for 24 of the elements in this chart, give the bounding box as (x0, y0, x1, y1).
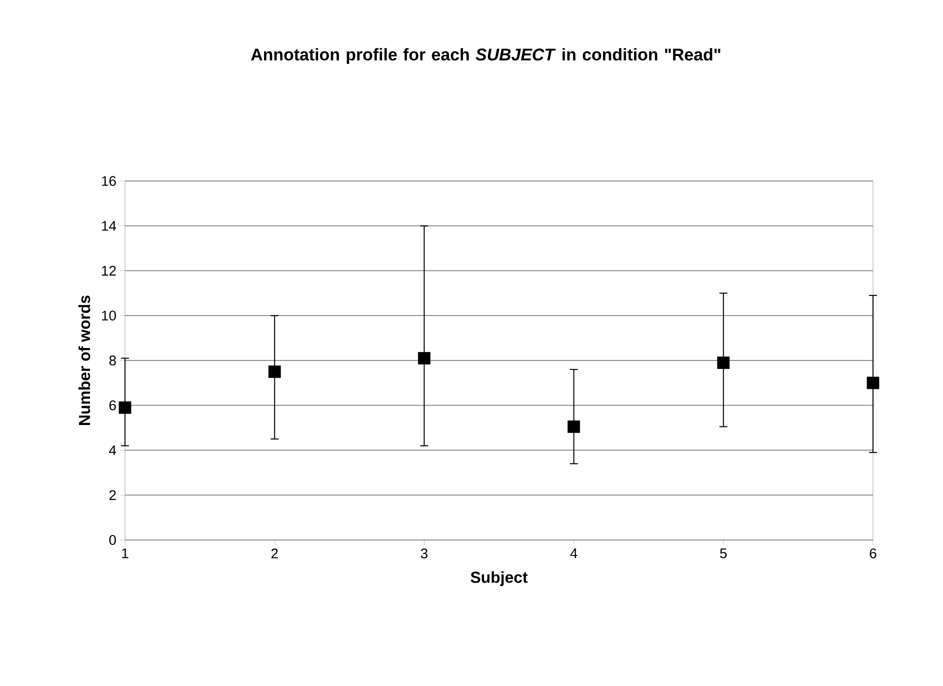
y-axis-title: Number of words (78, 296, 90, 425)
x-axis-title: Subject (470, 571, 528, 586)
point (717, 356, 730, 369)
point (568, 420, 580, 433)
y-tick-label: 6 (109, 400, 116, 410)
chart-title: Annotation profile for each SUBJECT in condition "Read" (251, 48, 720, 64)
x-tick-label: 3 (420, 548, 428, 558)
x-tick-label: 6 (870, 548, 876, 558)
y-tick-label: 0 (109, 535, 116, 545)
x-tick-label: 1 (122, 548, 128, 558)
point (118, 401, 132, 414)
y-tick-label: 4 (109, 445, 116, 456)
y-tick-label: 2 (109, 490, 116, 500)
x-tick-label: 2 (271, 548, 278, 558)
y-tick-label: 10 (102, 310, 116, 321)
point (418, 352, 430, 364)
y-tick-label: 8 (109, 356, 116, 366)
y-tick-label: 12 (102, 266, 116, 276)
point (268, 366, 281, 378)
y-tick-label: 16 (102, 176, 116, 186)
x-tick-label: 4 (570, 548, 578, 558)
x-tick-label: 5 (720, 548, 727, 558)
y-tick-label: 14 (102, 221, 116, 231)
point (866, 376, 880, 390)
